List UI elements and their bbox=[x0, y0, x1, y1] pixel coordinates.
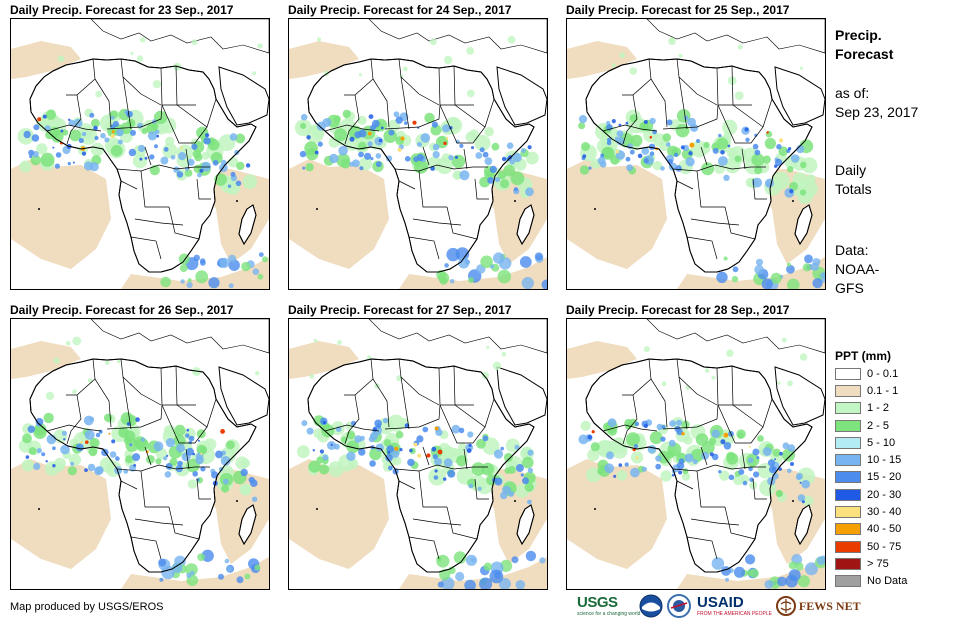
legend-label: 15 - 20 bbox=[867, 471, 902, 484]
panel-title: Daily Precip. Forecast for 27 Sep., 2017 bbox=[288, 303, 512, 317]
precip-map bbox=[566, 18, 826, 290]
legend-item: 10 - 15 bbox=[835, 451, 955, 468]
legend-item: 20 - 30 bbox=[835, 486, 955, 503]
legend-item: 0.1 - 1 bbox=[835, 382, 955, 399]
asof-label: as of: bbox=[835, 85, 870, 101]
panel-title: Daily Precip. Forecast for 28 Sep., 2017 bbox=[566, 303, 790, 317]
legend-label: 1 - 2 bbox=[867, 402, 890, 415]
legend-label: > 75 bbox=[867, 557, 889, 570]
legend-title: PPT (mm) bbox=[835, 349, 892, 363]
usgs-logo: USGS science for a changing world bbox=[577, 594, 640, 618]
legend-item: 2 - 5 bbox=[835, 417, 955, 434]
legend-swatch bbox=[835, 557, 861, 570]
title-line: Forecast bbox=[835, 46, 894, 62]
fewsnet-emblem-icon bbox=[775, 596, 796, 616]
legend-item: 0 - 0.1 bbox=[835, 365, 955, 382]
precip-map bbox=[10, 18, 270, 290]
legend-item: 15 - 20 bbox=[835, 469, 955, 486]
legend-item: 30 - 40 bbox=[835, 503, 955, 520]
legend-swatch bbox=[835, 471, 861, 484]
legend-swatch bbox=[835, 540, 861, 553]
title-line: Precip. bbox=[835, 27, 882, 43]
legend-item: 5 - 10 bbox=[835, 434, 955, 451]
legend-label: 10 - 15 bbox=[867, 454, 902, 467]
legend-swatch bbox=[835, 488, 861, 501]
usaid-logo: USAID FROM THE AMERICAN PEOPLE bbox=[697, 594, 772, 618]
panel-title: Daily Precip. Forecast for 25 Sep., 2017 bbox=[566, 3, 790, 17]
usgs-tagline: science for a changing world bbox=[577, 611, 641, 617]
legend-label: 50 - 75 bbox=[867, 540, 902, 553]
legend-label: 5 - 10 bbox=[867, 436, 896, 449]
legend-swatch bbox=[835, 367, 861, 380]
legend-swatch bbox=[835, 454, 861, 467]
precip-map bbox=[566, 318, 826, 590]
totals-line: Totals bbox=[835, 181, 872, 197]
product-title: Precip. Forecast bbox=[835, 26, 893, 64]
asof-date: Sep 23, 2017 bbox=[835, 104, 919, 120]
noaa-logo-icon bbox=[639, 594, 663, 618]
legend-swatch bbox=[835, 402, 861, 415]
fewsnet-logo: FEWS NET bbox=[775, 596, 861, 616]
precip-map bbox=[288, 318, 548, 590]
legend-swatch bbox=[835, 384, 861, 397]
data-source-line: Data: bbox=[835, 242, 869, 258]
legend-swatch bbox=[835, 575, 861, 588]
legend: PPT (mm) 0 - 0.1 0.1 - 1 1 - 2 2 - 5 5 -… bbox=[835, 347, 955, 590]
legend-swatch bbox=[835, 523, 861, 536]
legend-item: 50 - 75 bbox=[835, 538, 955, 555]
data-source-line: GFS bbox=[835, 280, 864, 296]
totals-note: Daily Totals bbox=[835, 161, 872, 199]
usaid-logo-text: USAID bbox=[697, 594, 744, 611]
legend-label: 40 - 50 bbox=[867, 523, 902, 536]
legend-item: 1 - 2 bbox=[835, 400, 955, 417]
data-source: Data: NOAA- GFS bbox=[835, 241, 879, 298]
usgs-logo-text: USGS bbox=[577, 594, 618, 611]
legend-swatch bbox=[835, 436, 861, 449]
panel-title: Daily Precip. Forecast for 23 Sep., 2017 bbox=[10, 3, 234, 17]
panel-title: Daily Precip. Forecast for 24 Sep., 2017 bbox=[288, 3, 512, 17]
panel-title: Daily Precip. Forecast for 26 Sep., 2017 bbox=[10, 303, 234, 317]
legend-label: No Data bbox=[867, 575, 908, 588]
legend-swatch bbox=[835, 506, 861, 519]
legend-label: 20 - 30 bbox=[867, 488, 902, 501]
precip-map bbox=[288, 18, 548, 290]
legend-item: No Data bbox=[835, 573, 955, 590]
fewsnet-logo-text: FEWS NET bbox=[798, 598, 861, 613]
legend-label: 2 - 5 bbox=[867, 419, 890, 432]
partner-logos: USGS science for a changing world USAID … bbox=[577, 594, 861, 618]
nasa-logo-icon bbox=[667, 594, 691, 618]
legend-swatch bbox=[835, 419, 861, 432]
usaid-tagline: FROM THE AMERICAN PEOPLE bbox=[697, 611, 772, 617]
legend-label: 30 - 40 bbox=[867, 506, 902, 519]
totals-line: Daily bbox=[835, 162, 867, 178]
legend-item: > 75 bbox=[835, 555, 955, 572]
legend-label: 0.1 - 1 bbox=[867, 384, 899, 397]
legend-item: 40 - 50 bbox=[835, 521, 955, 538]
data-source-line: NOAA- bbox=[835, 261, 880, 277]
issue-date: as of: Sep 23, 2017 bbox=[835, 84, 918, 122]
legend-label: 0 - 0.1 bbox=[867, 367, 899, 380]
map-credit: Map produced by USGS/EROS bbox=[10, 601, 164, 613]
precip-map bbox=[10, 318, 270, 590]
